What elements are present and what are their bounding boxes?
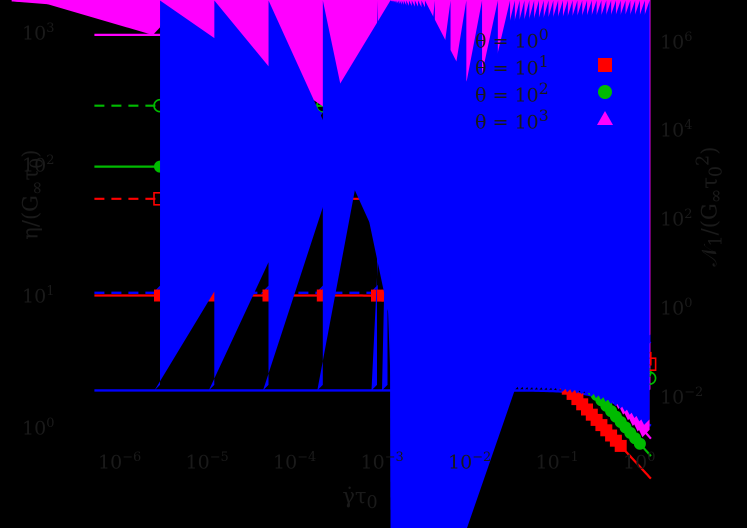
y-left-tick-label: 101 bbox=[22, 284, 55, 308]
legend-entry-theta-100: θ = 102 bbox=[475, 79, 549, 107]
x-axis-label: γ̇τ0 bbox=[342, 484, 378, 514]
x-tick-label: 10−3 bbox=[360, 450, 404, 474]
x-tick-label: 10−4 bbox=[273, 450, 317, 474]
x-tick-label: 100 bbox=[623, 450, 656, 474]
y-left-tick-label: 100 bbox=[22, 416, 55, 440]
y-right-tick-label: 102 bbox=[660, 207, 693, 231]
y-left-tick-label: 103 bbox=[22, 20, 55, 45]
legend-entry-theta-1: θ = 100 bbox=[475, 25, 549, 53]
legend-marker-column bbox=[597, 31, 613, 125]
y-left-tick-label: 102 bbox=[22, 152, 55, 176]
x-tick-label: 10−2 bbox=[448, 450, 492, 474]
y-right-tick-label: 106 bbox=[660, 29, 693, 53]
legend-entry-theta-10: θ = 101 bbox=[475, 52, 549, 80]
y-left-axis-label: η/(G∞τ0) bbox=[18, 149, 48, 240]
legend-entry-theta-1000: θ = 103 bbox=[475, 106, 549, 134]
x-tick-label: 10−5 bbox=[185, 450, 229, 474]
y-right-tick-label: 100 bbox=[660, 295, 693, 320]
y-right-tick-label: 104 bbox=[660, 118, 693, 142]
y-right-axis-label: 𝒩1/(G∞τ02) bbox=[693, 146, 727, 267]
y-right-tick-label: 10−2 bbox=[660, 384, 704, 408]
x-tick-label: 10−6 bbox=[98, 450, 142, 474]
x-tick-label: 10−1 bbox=[535, 450, 579, 474]
